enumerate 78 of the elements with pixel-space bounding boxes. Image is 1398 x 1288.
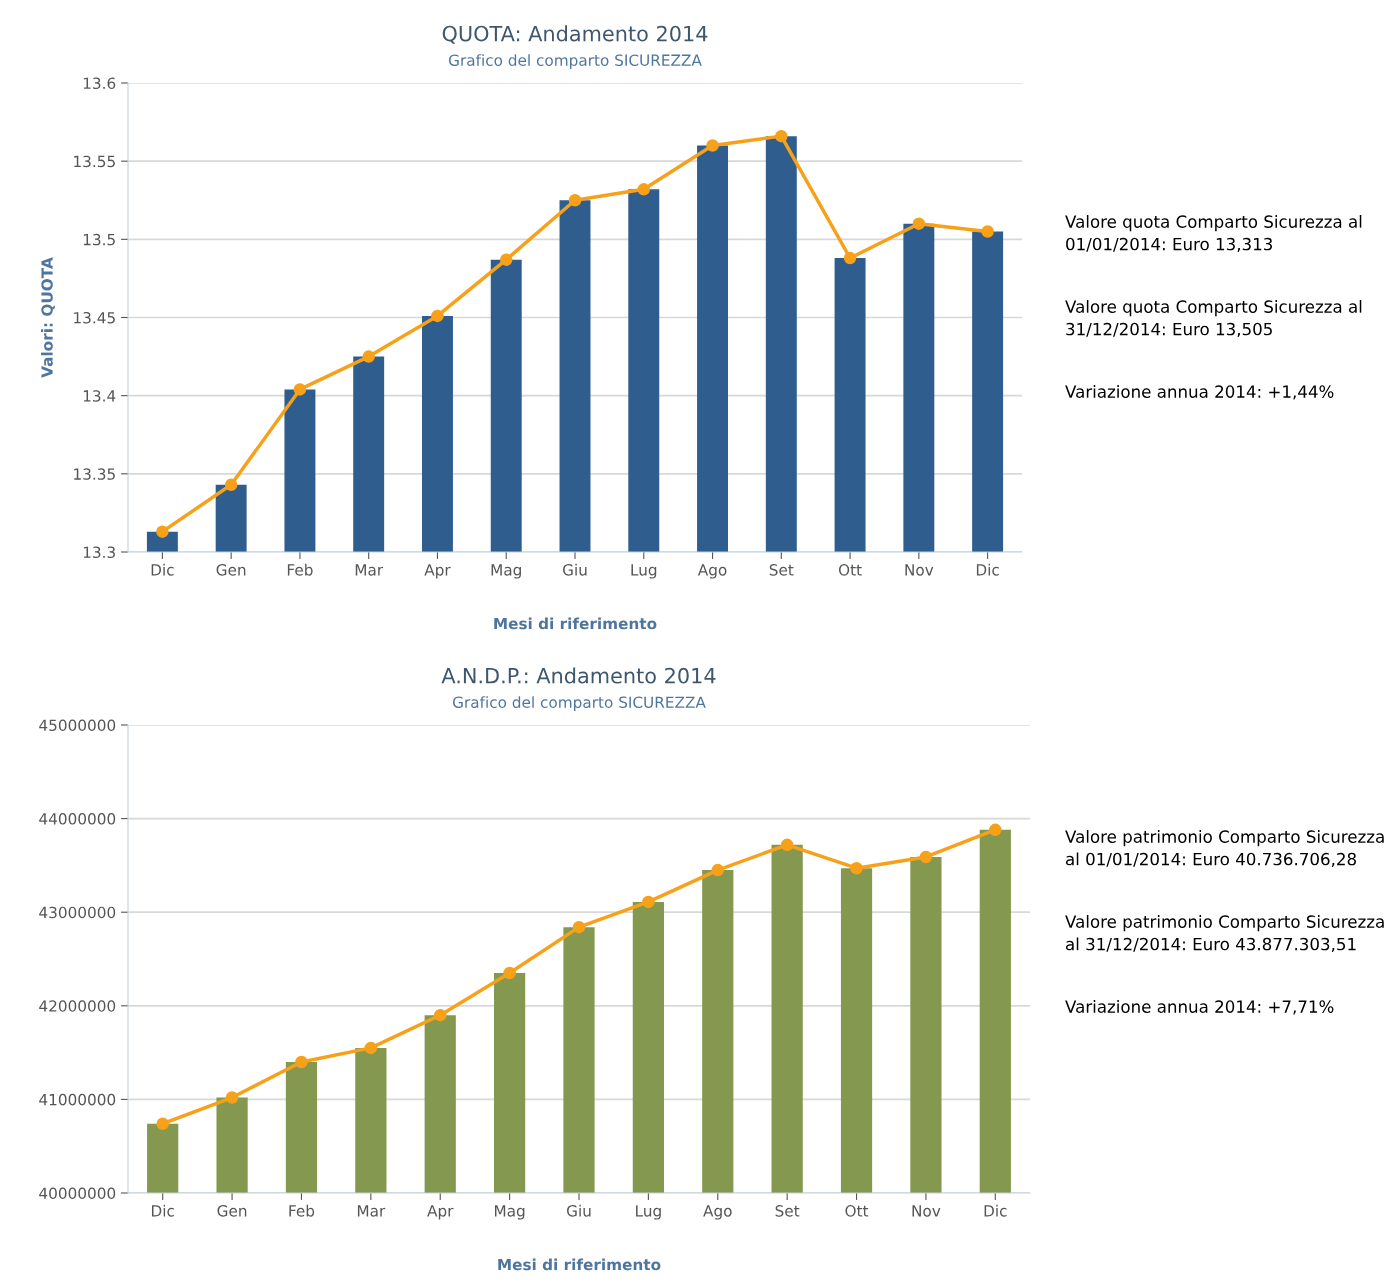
y-tick-label: 44000000 xyxy=(39,813,116,825)
point xyxy=(503,966,516,980)
point xyxy=(989,823,1002,837)
point xyxy=(919,850,933,864)
y-tick-label: 13.4 xyxy=(83,390,116,402)
y-tick-label: 13.55 xyxy=(74,155,115,168)
text: Valore quota Comparto Sicurezza al 31/12/2014: Euro 13,505 xyxy=(1065,300,1362,338)
text: Valore patrimonio Comparto Sicurezza al 31/12/2014: Euro 43.877.303,51 xyxy=(1065,915,1384,953)
x-tick-label: Mar xyxy=(355,564,384,576)
point xyxy=(431,309,444,323)
point xyxy=(364,1041,378,1055)
x-tick-label: Mag xyxy=(491,564,521,579)
x-tick-label: Giu xyxy=(566,1204,591,1217)
x-tick-label: Feb xyxy=(287,563,313,576)
y-tick-label: 45000000 xyxy=(39,719,116,732)
point xyxy=(156,1117,169,1130)
text: Valore patrimonio Comparto Sicurezza al 01/01/2014: Euro 40.736.706,28 xyxy=(1065,830,1384,868)
x-tick-label: Dic xyxy=(976,563,999,576)
text: Variazione annua 2014: +7,71% xyxy=(1065,1000,1334,1015)
x-tick-label: Gen xyxy=(216,564,246,576)
x-tick-label: Set xyxy=(775,1205,800,1217)
y-tick-label: 13.35 xyxy=(74,468,115,480)
x-tick-label: Ago xyxy=(697,564,727,579)
x-tick-label: Mar xyxy=(357,1205,386,1217)
x-axis-title: Mesi di riferimento xyxy=(494,617,657,630)
x-tick-label: Mag xyxy=(494,1205,525,1220)
point xyxy=(295,1055,308,1069)
point xyxy=(568,193,582,207)
chart-subtitle: Grafico del comparto SICUREZZA xyxy=(448,54,702,69)
y-tick-label: 40000000 xyxy=(39,1187,116,1200)
point xyxy=(912,217,926,230)
y-tick-label: 41000000 xyxy=(39,1093,116,1106)
x-tick-label: Nov xyxy=(912,1205,941,1217)
chart-subtitle: Grafico del comparto SICUREZZA xyxy=(452,696,706,711)
x-tick-label: Ott xyxy=(838,564,862,576)
point xyxy=(224,478,238,492)
point xyxy=(293,383,307,396)
text: Valore quota Comparto Sicurezza al 01/01/2014: Euro 13,313 xyxy=(1065,215,1362,253)
x-tick-label: Lug xyxy=(636,1205,661,1220)
point xyxy=(637,183,651,196)
x-tick-label: Giu xyxy=(562,563,587,576)
x-tick-label: Lug xyxy=(631,564,657,579)
x-tick-label: Set xyxy=(769,564,794,576)
y-tick-label: 43000000 xyxy=(39,906,116,919)
x-tick-label: Apr xyxy=(424,564,451,579)
point xyxy=(850,861,863,875)
x-tick-label: Feb xyxy=(289,1204,315,1217)
x-tick-label: Ago xyxy=(703,1205,732,1220)
point xyxy=(572,920,586,934)
y-axis-title: Valori: QUOTA xyxy=(41,257,55,378)
point xyxy=(843,251,857,265)
point xyxy=(981,225,994,238)
x-tick-label: Ott xyxy=(845,1205,869,1217)
x-tick-label: Dic xyxy=(151,1204,174,1217)
y-tick-label: 13.5 xyxy=(83,233,115,246)
y-tick-label: 42000000 xyxy=(39,1000,116,1012)
point xyxy=(711,863,725,877)
point xyxy=(156,525,169,538)
y-tick-label: 13.45 xyxy=(74,311,115,324)
point xyxy=(362,350,375,363)
point xyxy=(642,895,655,909)
text: Variazione annua 2014: +1,44% xyxy=(1065,385,1334,400)
y-tick-label: 13.6 xyxy=(83,77,116,90)
point xyxy=(499,253,513,266)
point xyxy=(225,1091,239,1104)
x-tick-label: Dic xyxy=(984,1204,1007,1217)
point xyxy=(706,139,719,152)
x-tick-label: Gen xyxy=(217,1205,247,1217)
x-tick-label: Dic xyxy=(151,563,174,576)
chart-title: QUOTA: Andamento 2014 xyxy=(442,25,708,44)
x-axis-title: Mesi di riferimento xyxy=(498,1258,661,1271)
y-tick-label: 13.3 xyxy=(83,546,115,559)
point xyxy=(780,838,794,852)
x-tick-label: Nov xyxy=(905,564,934,576)
x-tick-label: Apr xyxy=(427,1205,454,1220)
point xyxy=(433,1008,447,1022)
point xyxy=(775,129,788,143)
chart-title: A.N.D.P.: Andamento 2014 xyxy=(441,667,716,684)
